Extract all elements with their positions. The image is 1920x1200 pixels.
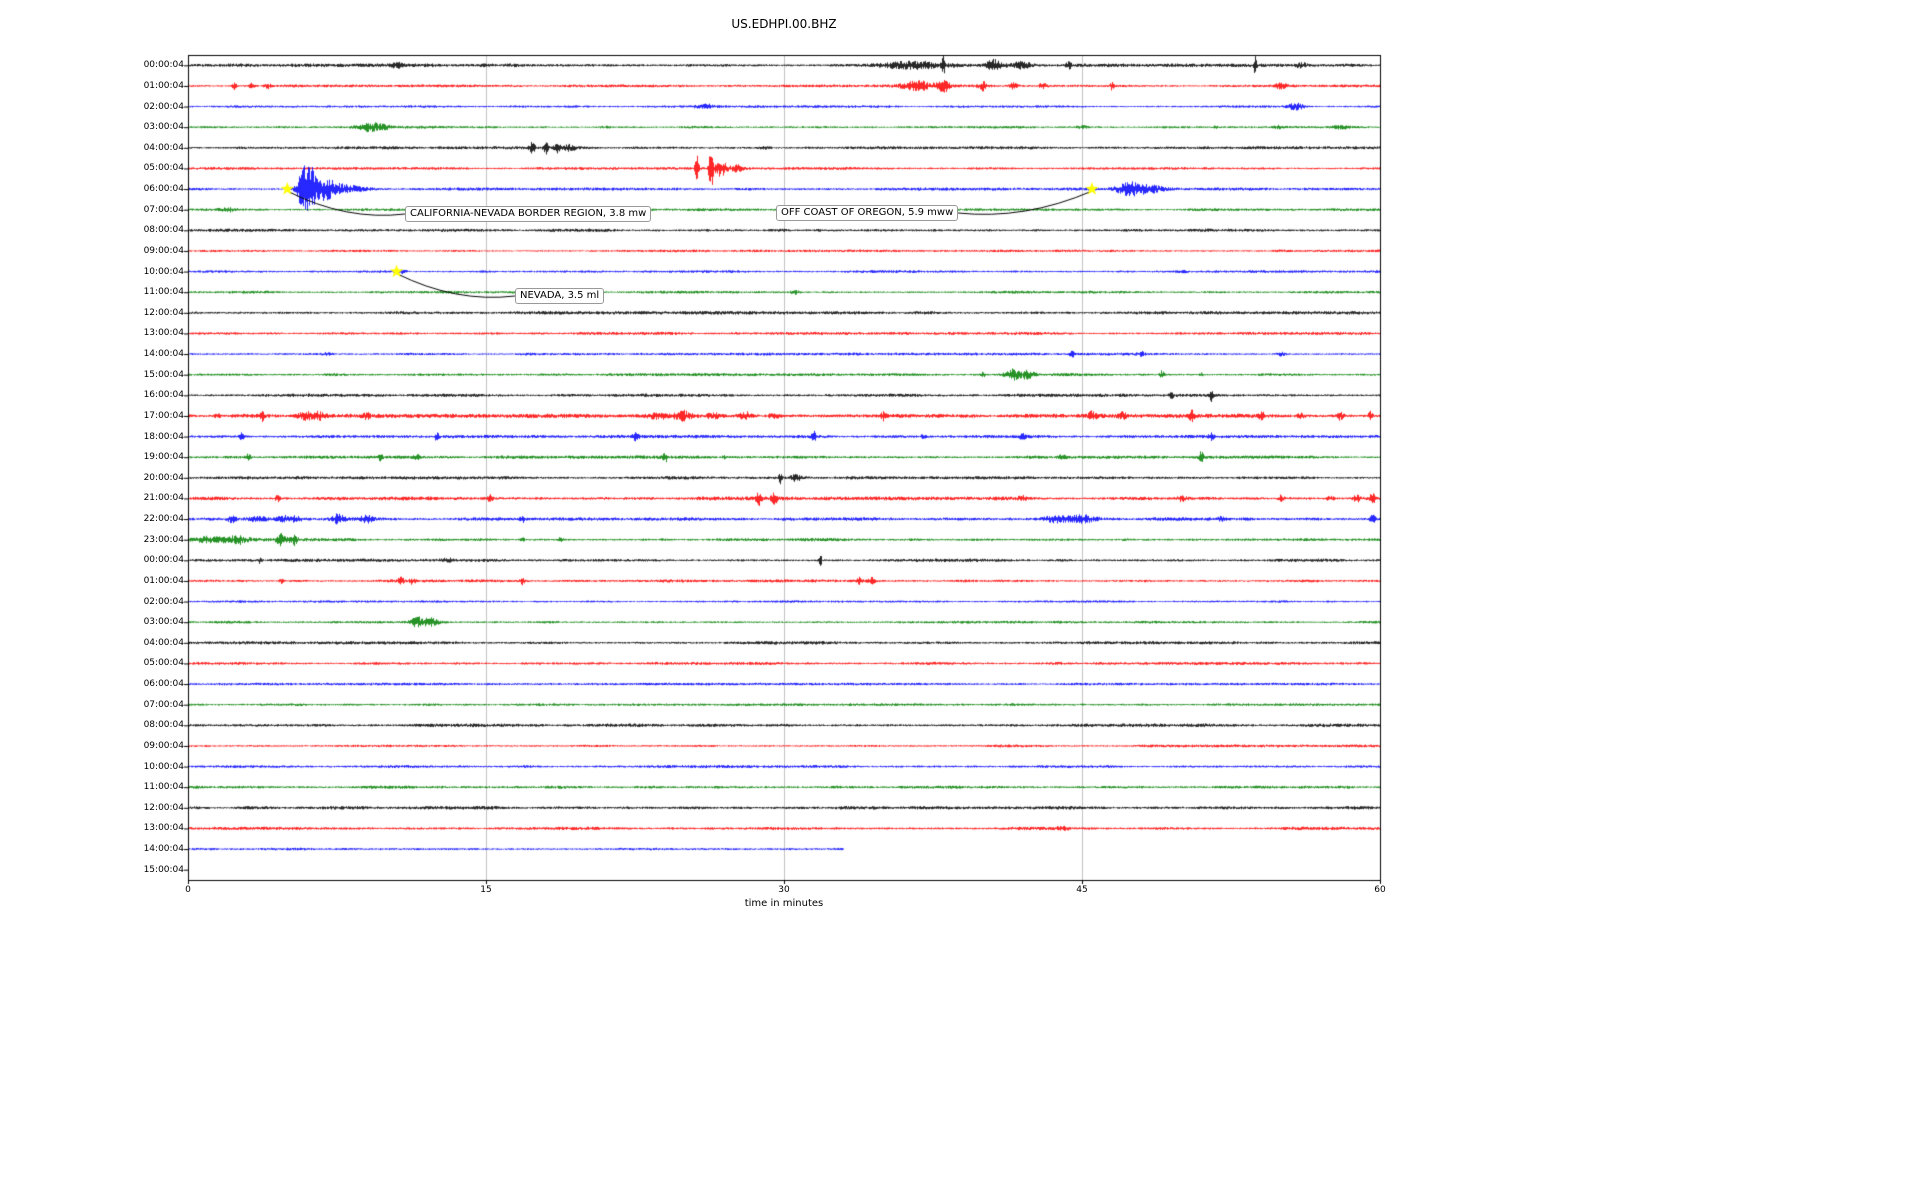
y-tick-label: 11:00:04 [143,287,184,298]
y-tick-label: 15:00:04 [143,369,184,380]
y-tick-label: 20:00:04 [143,472,184,483]
x-tick-label: 60 [1374,885,1386,895]
y-tick-label: 11:00:04 [143,782,184,793]
event-annotation: OFF COAST OF OREGON, 5.9 mww [776,205,959,221]
y-tick-label: 02:00:04 [143,101,184,112]
y-tick-label: 17:00:04 [143,410,184,421]
y-tick-label: 00:00:04 [143,60,184,71]
y-tick-label: 01:00:04 [143,575,184,586]
y-tick-label: 13:00:04 [143,328,184,339]
y-tick-label: 18:00:04 [143,431,184,442]
y-tick-label: 04:00:04 [143,637,184,648]
y-tick-label: 23:00:04 [143,534,184,545]
y-tick-label: 03:00:04 [143,122,184,133]
y-tick-label: 07:00:04 [143,699,184,710]
y-tick-label: 10:00:04 [143,266,184,277]
event-annotation: NEVADA, 3.5 ml [515,288,605,304]
y-tick-label: 06:00:04 [143,184,184,195]
y-tick-label: 12:00:04 [143,307,184,318]
y-tick-label: 14:00:04 [143,349,184,360]
y-tick-label: 09:00:04 [143,245,184,256]
y-tick-label: 07:00:04 [143,204,184,215]
y-tick-label: 08:00:04 [143,225,184,236]
y-tick-label: 10:00:04 [143,761,184,772]
x-tick-label: 30 [778,885,790,895]
y-tick-label: 19:00:04 [143,452,184,463]
y-tick-label: 22:00:04 [143,514,184,525]
y-tick-label: 08:00:04 [143,720,184,731]
y-tick-label: 13:00:04 [143,823,184,834]
y-tick-label: 14:00:04 [143,844,184,855]
y-tick-label: 21:00:04 [143,493,184,504]
y-tick-label: 12:00:04 [143,802,184,813]
chart-title: US.EDHPI.00.BHZ [731,17,837,31]
y-tick-label: 00:00:04 [143,555,184,566]
event-annotation: CALIFORNIA-NEVADA BORDER REGION, 3.8 mw [405,206,652,222]
x-tick-label: 15 [480,885,492,895]
y-tick-label: 06:00:04 [143,679,184,690]
x-axis-title: time in minutes [744,898,824,909]
y-tick-label: 16:00:04 [143,390,184,401]
x-tick-label: 0 [185,885,191,895]
y-tick-label: 04:00:04 [143,142,184,153]
y-tick-label: 01:00:04 [143,80,184,91]
y-tick-label: 09:00:04 [143,740,184,751]
y-tick-label: 05:00:04 [143,163,184,174]
x-tick-label: 45 [1076,885,1088,895]
y-tick-label: 03:00:04 [143,617,184,628]
y-tick-label: 15:00:04 [143,864,184,875]
y-tick-label: 05:00:04 [143,658,184,669]
y-tick-label: 02:00:04 [143,596,184,607]
